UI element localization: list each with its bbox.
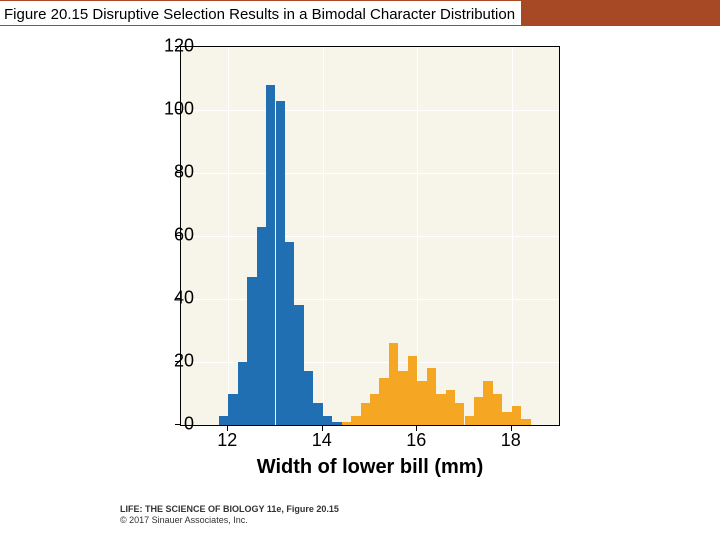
title-bar: Figure 20.15 Disruptive Selection Result… (0, 0, 720, 26)
histogram-bar (342, 422, 351, 425)
plot-area (180, 46, 560, 426)
histogram-bar (304, 371, 313, 425)
figure-title: Figure 20.15 Disruptive Selection Result… (0, 1, 521, 25)
histogram-bar (266, 85, 275, 425)
x-tick-label: 12 (207, 430, 247, 451)
histogram-bar (323, 416, 332, 425)
y-tick-label: 60 (154, 225, 194, 246)
grid-line-h (181, 236, 559, 237)
histogram-bar (247, 277, 256, 425)
histogram-bar (427, 368, 436, 425)
histogram-bar (294, 305, 303, 425)
grid-line-h (181, 173, 559, 174)
histogram-bar (379, 378, 388, 425)
chart-container: Number of birds Width of lower bill (mm)… (120, 46, 580, 466)
histogram-bar (521, 419, 530, 425)
content-area: Number of birds Width of lower bill (mm)… (0, 26, 720, 540)
histogram-bar (417, 381, 426, 425)
histogram-bar (493, 394, 502, 426)
grid-line-h (181, 299, 559, 300)
x-axis-label: Width of lower bill (mm) (180, 456, 560, 479)
credit-line2: © 2017 Sinauer Associates, Inc. (120, 515, 339, 526)
histogram-bar (276, 101, 285, 425)
grid-line-h (181, 110, 559, 111)
x-tick-label: 18 (491, 430, 531, 451)
histogram-bar (436, 394, 445, 426)
histogram-bar (219, 416, 228, 425)
histogram-bar (446, 390, 455, 425)
histogram-bar (398, 371, 407, 425)
histogram-bar (361, 403, 370, 425)
histogram-bar (228, 394, 237, 426)
credit-line1: LIFE: THE SCIENCE OF BIOLOGY 11e, Figure… (120, 504, 339, 515)
histogram-bar (285, 242, 294, 425)
histogram-bar (408, 356, 417, 425)
histogram-bar (389, 343, 398, 425)
credit-block: LIFE: THE SCIENCE OF BIOLOGY 11e, Figure… (120, 504, 339, 526)
histogram-bar (257, 227, 266, 425)
histogram-bar (455, 403, 464, 425)
x-tick-label: 16 (396, 430, 436, 451)
histogram-bar (502, 412, 511, 425)
y-tick-label: 40 (154, 288, 194, 309)
histogram-bar (474, 397, 483, 425)
y-tick-label: 100 (154, 99, 194, 120)
y-tick-label: 20 (154, 351, 194, 372)
histogram-bar (351, 416, 360, 425)
x-tick-label: 14 (302, 430, 342, 451)
y-tick-label: 120 (154, 36, 194, 57)
y-tick-label: 80 (154, 162, 194, 183)
y-tick-label: 0 (154, 414, 194, 435)
histogram-bar (512, 406, 521, 425)
histogram-bar (238, 362, 247, 425)
histogram-bar (465, 416, 474, 425)
histogram-bar (483, 381, 492, 425)
histogram-bar (313, 403, 322, 425)
histogram-bar (332, 422, 341, 425)
histogram-bar (370, 394, 379, 426)
